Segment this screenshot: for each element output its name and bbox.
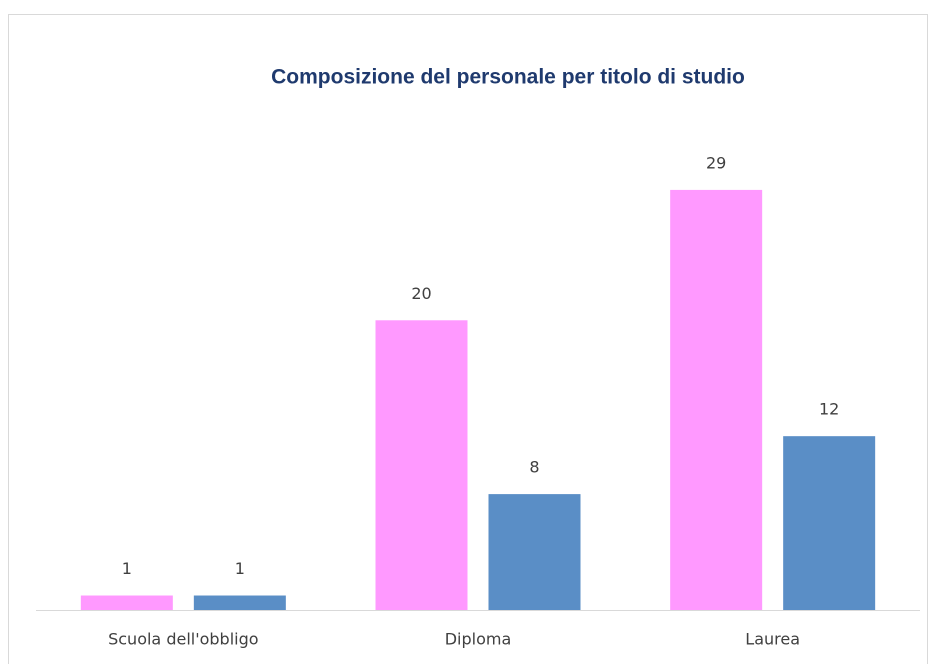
data-label: 20 <box>411 284 431 303</box>
data-label: 1 <box>122 559 132 578</box>
bar <box>80 595 173 610</box>
bar <box>488 494 581 610</box>
data-label: 12 <box>819 400 839 419</box>
bar <box>783 436 876 610</box>
data-label: 8 <box>529 458 539 477</box>
data-label: 29 <box>706 153 726 172</box>
bar <box>670 189 763 610</box>
bar <box>375 320 468 610</box>
x-tick-label: Scuola dell'obbligo <box>108 630 258 649</box>
x-tick-label: Laurea <box>745 630 800 649</box>
x-tick-label: Diploma <box>445 630 512 649</box>
bar <box>193 595 286 610</box>
chart-frame <box>8 14 928 664</box>
chart-title: Composizione del personale per titolo di… <box>271 66 745 89</box>
data-label: 1 <box>235 559 245 578</box>
